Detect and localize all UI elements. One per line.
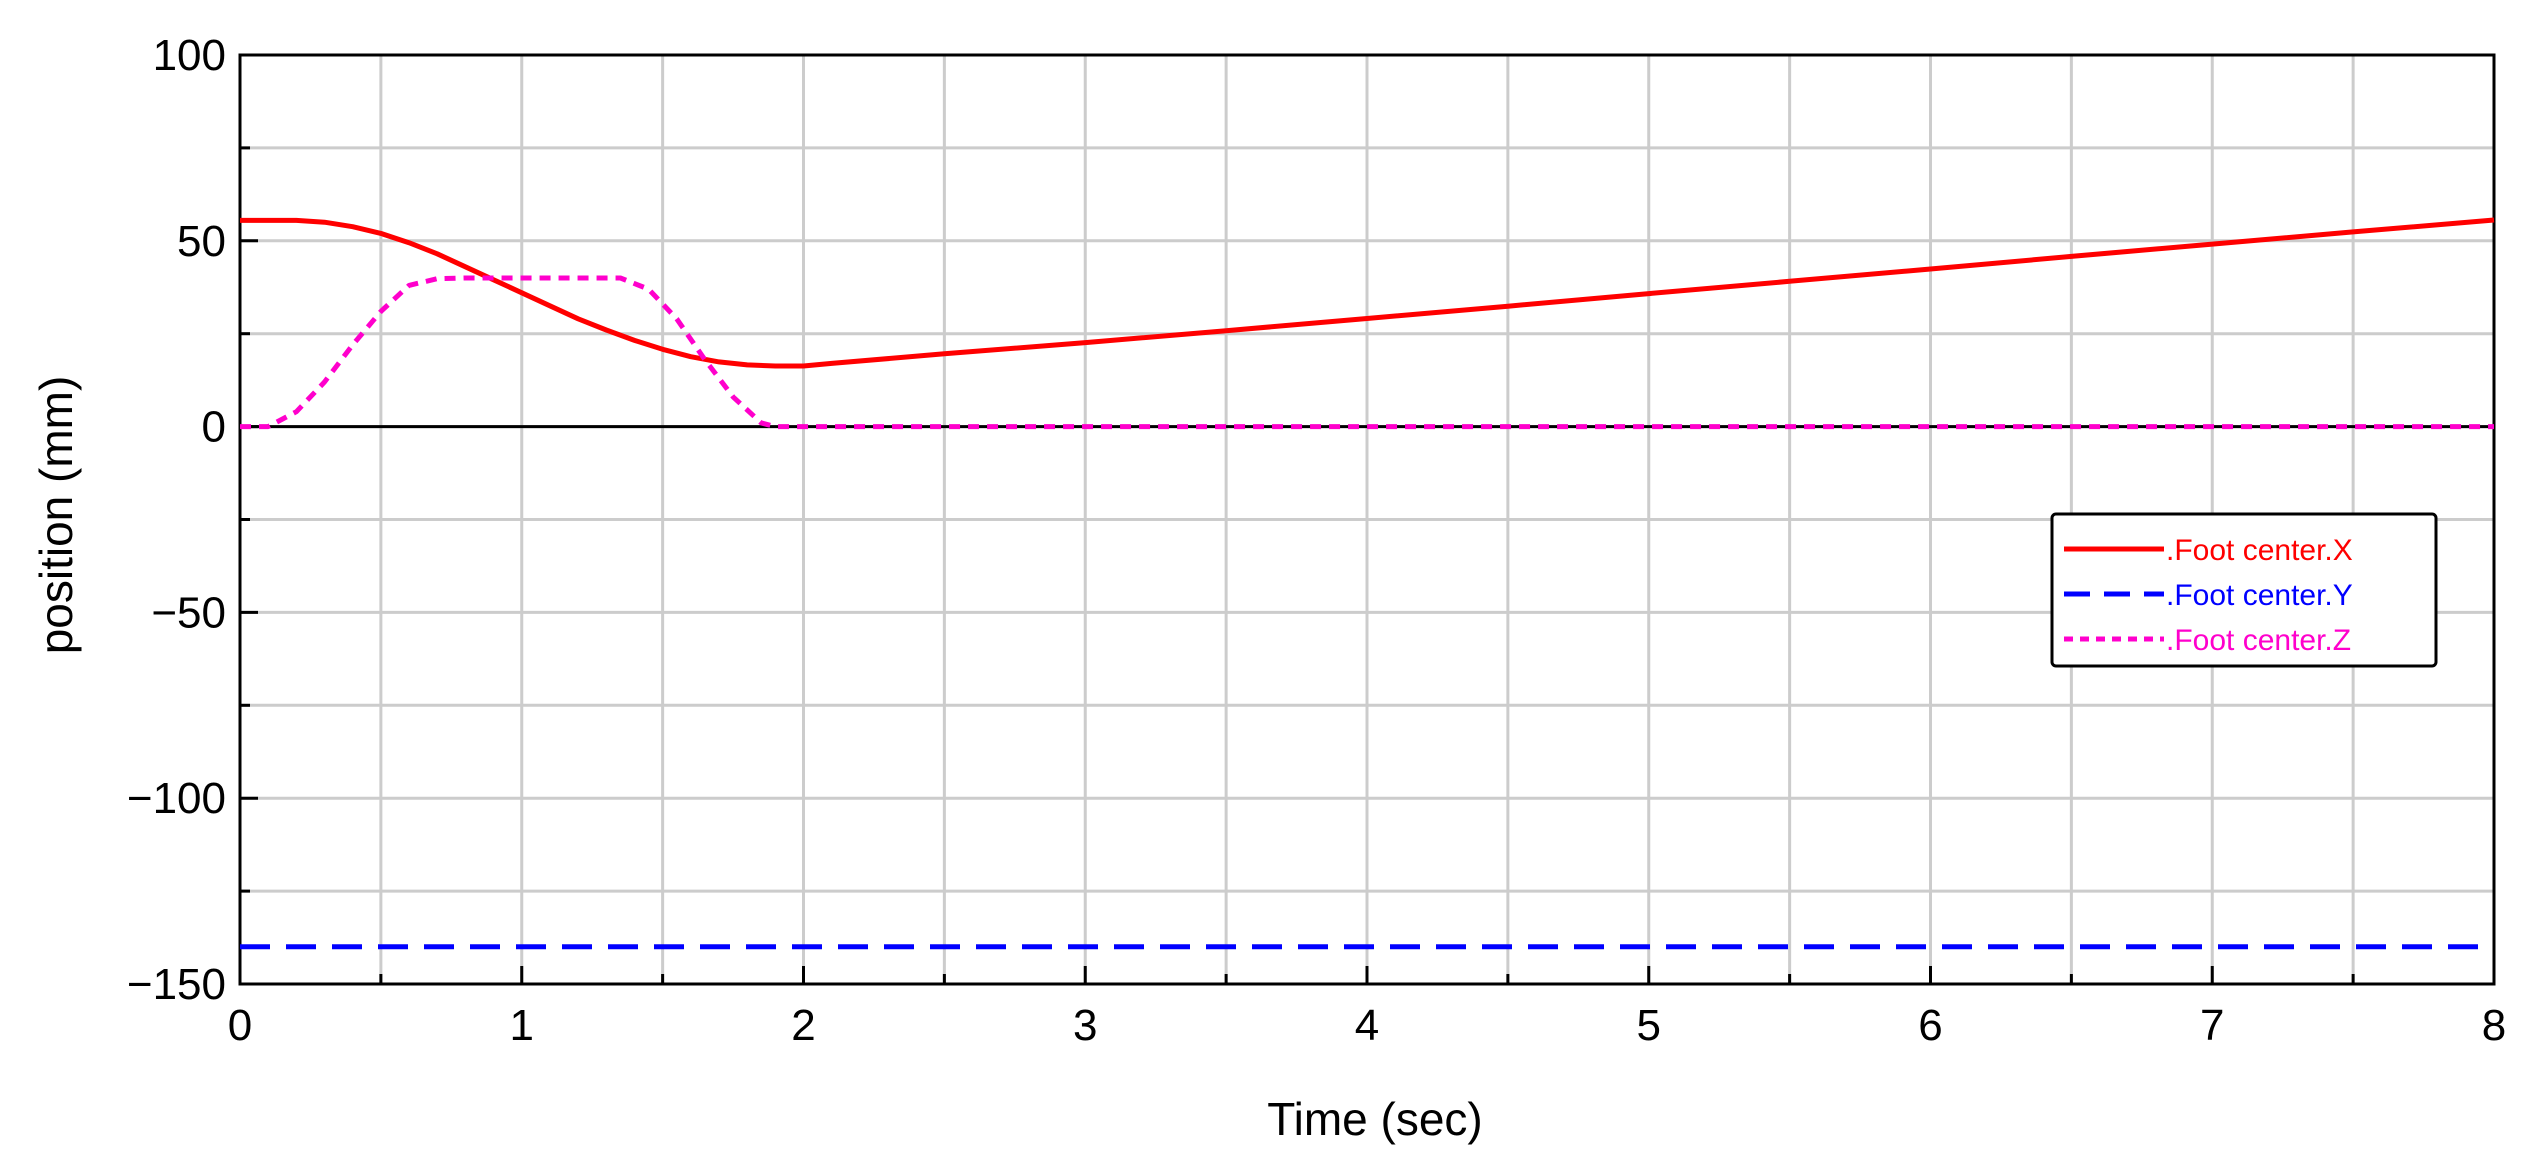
legend: .Foot center.X .Foot center.Y .Foot center… [2050, 512, 2438, 668]
series-line-3 [240, 275, 2494, 430]
y-axis-label: position (mm) [30, 376, 82, 655]
y-tick-label: 100 [153, 31, 226, 80]
x-tick-label: 7 [2200, 1001, 2224, 1050]
x-tick-label: 2 [791, 1001, 815, 1050]
y-tick-label: −50 [151, 588, 226, 637]
legend-box [2050, 512, 2438, 668]
x-tick-label: 1 [510, 1001, 534, 1050]
x-tick-label: 3 [1073, 1001, 1097, 1050]
x-tick-label: 8 [2482, 1001, 2506, 1050]
y-tick-label: −150 [127, 960, 226, 1009]
x-tick-label: 4 [1355, 1001, 1379, 1050]
series [240, 217, 2495, 950]
x-axis-label: Time (sec) [1267, 1093, 1483, 1145]
y-tick-label: 50 [177, 217, 226, 266]
y-tick-label: 0 [202, 403, 226, 452]
series-line-1 [240, 217, 2495, 369]
x-tick-label: 6 [1918, 1001, 1942, 1050]
y-tick-label: −100 [127, 774, 226, 823]
x-tick-label: 5 [1637, 1001, 1661, 1050]
x-tick-label: 0 [228, 1001, 252, 1050]
legend-label: .Foot center.X [2166, 534, 2353, 567]
legend-label: .Foot center.Z [2166, 624, 2351, 657]
legend-label: .Foot center.Y [2166, 579, 2353, 612]
